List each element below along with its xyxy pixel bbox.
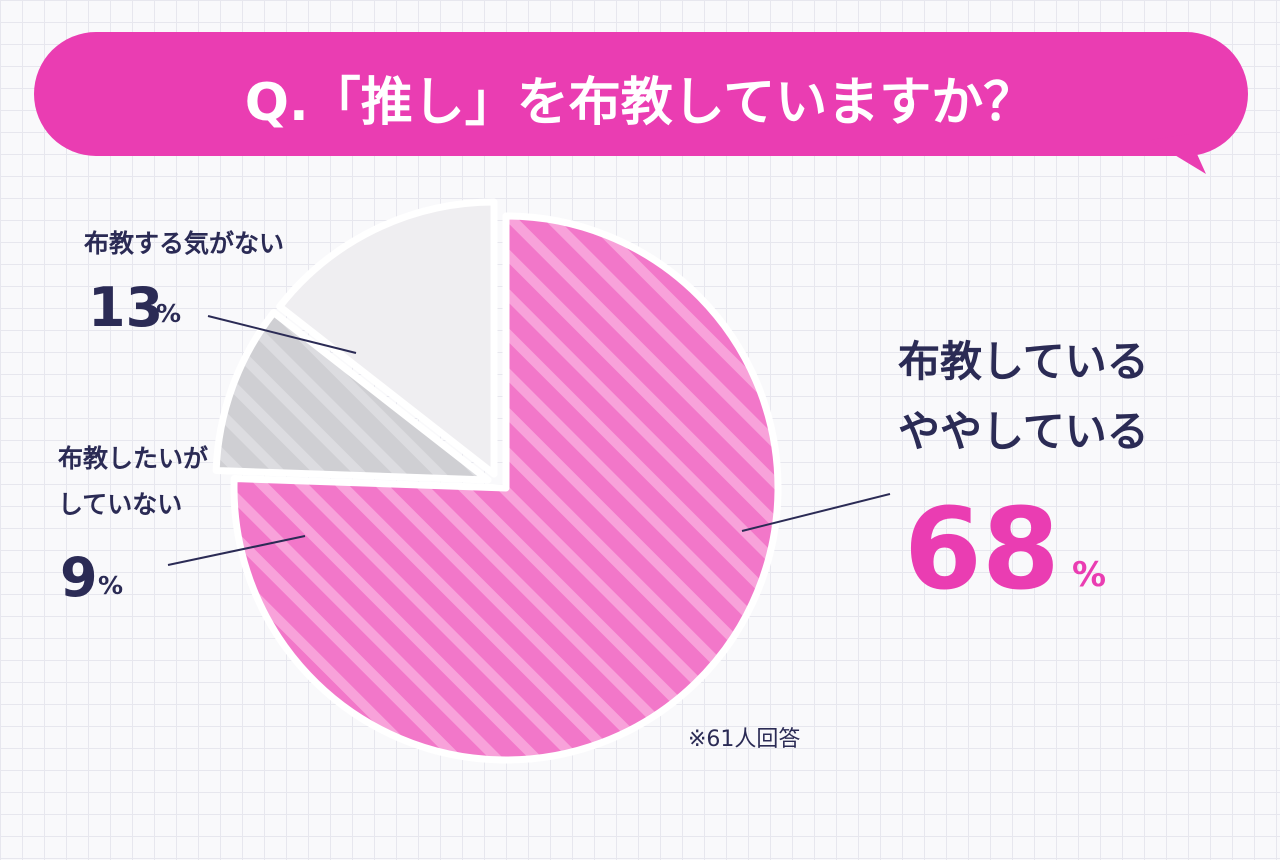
label-main-unit: % — [1072, 555, 1106, 595]
pie-slice-no-intent — [276, 198, 498, 478]
leader-line-main — [741, 493, 891, 532]
label-no-intent-value: 13 — [88, 276, 163, 339]
label-main-line1: 布教している — [898, 337, 1149, 386]
title-bubble-body — [34, 32, 1248, 156]
title-bubble: Q.「推し」を布教していますか？ — [34, 32, 1248, 174]
leader-line-want — [167, 535, 306, 566]
label-want-value: 9 — [60, 546, 98, 609]
title-bubble-tail — [1150, 134, 1206, 174]
pie-slice-want-but-not — [212, 309, 492, 484]
chart-title: Q.「推し」を布教していますか？ — [245, 73, 1035, 133]
leader-line-no-intent — [207, 315, 357, 354]
respondent-note: ※61人回答 — [688, 727, 800, 752]
label-no-intent-unit: % — [156, 299, 181, 328]
label-want-line2: していない — [58, 490, 182, 519]
pie-slices — [212, 198, 782, 764]
label-main-line2: ややしている — [898, 407, 1149, 456]
pie-slice-main — [230, 212, 782, 764]
label-want: 布教したいが していない 9 % — [58, 444, 208, 609]
label-main-value: 68 — [904, 485, 1060, 615]
label-want-line1: 布教したいが — [58, 444, 208, 473]
label-no-intent: 布教する気がない 13 % — [84, 229, 284, 339]
label-want-unit: % — [98, 571, 123, 600]
label-no-intent-line1: 布教する気がない — [84, 229, 284, 258]
label-main: 布教している ややしている 68 % — [898, 337, 1149, 615]
